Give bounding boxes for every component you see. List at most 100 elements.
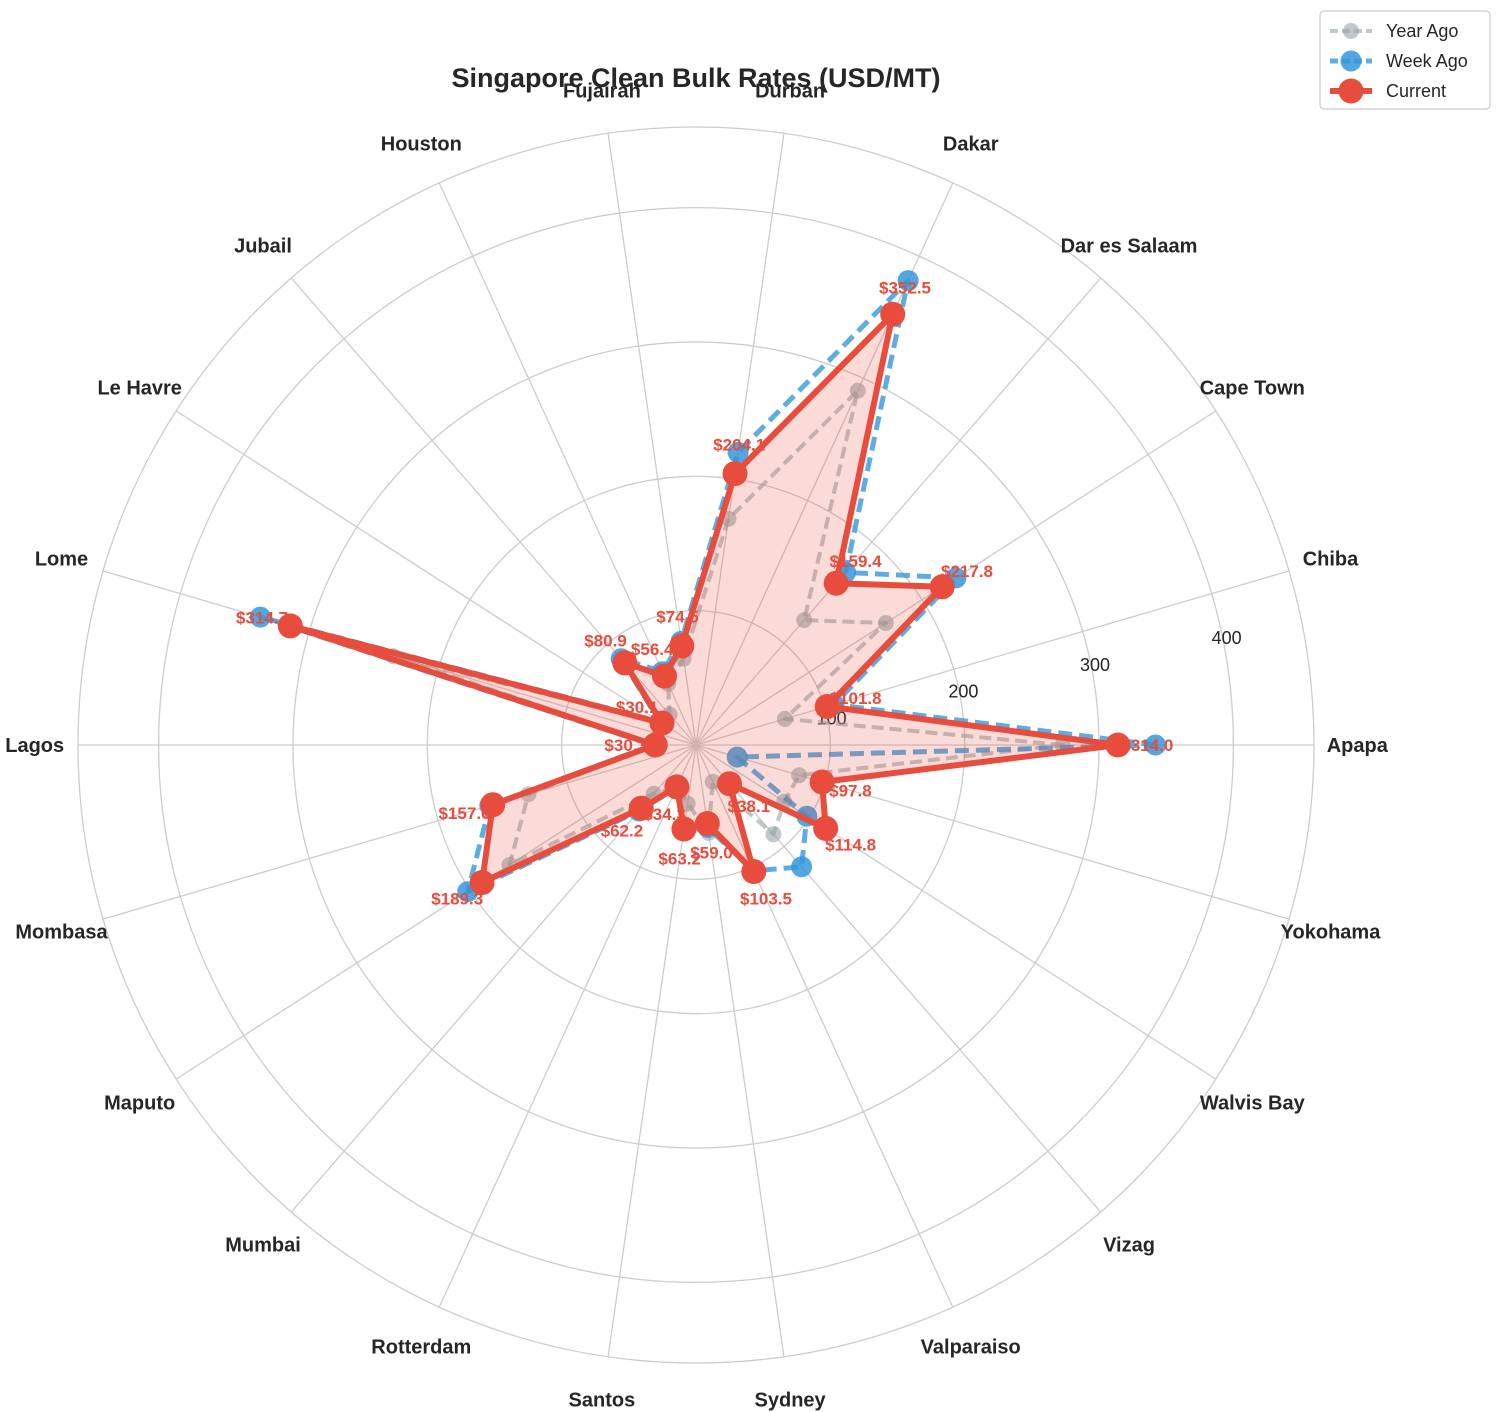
data-point-current-dar-es-salaam [823,570,849,596]
radar-series [249,270,1166,903]
data-label-dakar: $352.5 [879,278,931,297]
data-label-santos: $63.2 [658,849,701,868]
category-label-lome: Lome [35,549,88,571]
data-point-year-ago-dar-es-salaam [796,612,813,629]
data-point-current-maputo [469,870,495,895]
category-label-chiba: Chiba [1303,549,1359,571]
data-point-current-yokohama [809,769,835,795]
data-point-current-cape-town [929,574,955,600]
data-label-rotterdam: $34.3 [643,805,686,824]
legend-label: Year Ago [1386,21,1458,41]
data-label-jubail: $80.9 [584,632,627,651]
data-label-lome: $314.7 [236,609,288,628]
category-label-rotterdam: Rotterdam [371,1337,471,1359]
data-point-week-ago-dakar [897,270,919,292]
data-point-current-rotterdam [664,774,690,800]
data-label-durban: $204.1 [713,435,765,454]
series-current [277,301,1131,895]
data-point-current-mombasa [480,792,506,818]
spoke-chiba [695,570,1290,746]
category-label-cape-town: Cape Town [1200,378,1305,400]
data-point-year-ago-santos [679,795,696,812]
data-point-current-lome [277,613,303,639]
data-point-year-ago-yokohama [791,767,808,784]
category-label-yokohama: Yokohama [1281,921,1382,943]
data-label-fujairah: $74.5 [656,608,699,627]
series-line-week-ago [257,278,1158,895]
spoke-sydney [695,744,785,1357]
data-point-year-ago-valparaiso [704,773,721,790]
legend-marker [1338,78,1364,104]
data-label-houston: $56.4 [631,640,674,659]
data-label-le-havre: $30.1 [616,698,659,717]
data-point-current-mumbai [628,795,654,821]
data-point-current-sydney [694,811,720,836]
spoke-maputo [175,744,697,1080]
data-labels: $314.0 $101.8 $217.8 $159.4 $352.5 $204.1 $74.… [236,278,1173,908]
category-label-maputo: Maputo [104,1093,175,1115]
category-label-santos: Santos [569,1390,636,1412]
data-label-mombasa: $157.6 [439,804,491,823]
data-point-current-santos [671,816,697,842]
category-label-lagos: Lagos [5,735,64,757]
legend-item-current: Current [1330,78,1446,104]
data-point-current-valparaiso [741,859,767,884]
data-point-year-ago-cape-town [877,615,894,631]
data-label-chiba: $101.8 [830,689,882,708]
category-label-le-havre: Le Havre [97,378,182,400]
data-label-apapa: $314.0 [1121,736,1173,755]
spoke-durban [695,133,785,746]
category-label-fujairah: Fujairah [563,81,641,103]
data-point-year-ago-dakar [849,382,866,399]
legend-marker [1343,23,1359,39]
spoke-le-havre [175,410,697,746]
legend-item-week-ago: Week Ago [1330,50,1468,72]
category-label-jubail: Jubail [234,235,292,257]
data-point-current-le-havre [649,710,675,736]
category-label-houston: Houston [381,134,462,156]
series-area-current [290,314,1118,883]
category-label-vizag: Vizag [1103,1235,1155,1257]
data-point-current-dakar [880,301,906,327]
category-labels: Apapa Chiba Cape Town Dar es Salaam Dakar Dur… [5,81,1388,1412]
data-label-dar-es-salaam: $159.4 [830,552,883,571]
data-label-mumbai: $62.2 [601,822,644,841]
radar-grid: 100200300400 [77,126,1315,1364]
category-label-mombasa: Mombasa [15,921,108,943]
data-label-vizag: $38.1 [728,797,771,816]
spoke-dar-es-salaam [695,277,1102,746]
legend-item-year-ago: Year Ago [1330,21,1458,41]
category-label-valparaiso: Valparaiso [921,1337,1021,1359]
data-label-yokohama: $97.8 [829,781,872,800]
data-point-current-vizag [717,771,742,797]
spoke-mombasa [102,744,697,920]
data-point-week-ago-lome [249,606,271,628]
category-label-dar-es-salaam: Dar es Salaam [1061,235,1198,257]
data-label-valparaiso: $103.5 [740,889,792,908]
data-label-lagos: $30.3 [604,736,647,755]
data-point-year-ago-vizag [765,826,782,843]
spoke-mumbai [290,744,697,1213]
data-point-current-jubail [612,650,638,676]
data-label-sydney: $59.0 [690,844,733,863]
category-label-durban: Durban [755,81,825,103]
legend: Year Ago Week Ago Current [1319,10,1491,110]
data-point-current-chiba [814,694,840,719]
data-point-current-lagos [642,732,668,758]
data-point-week-ago-yokohama [726,746,748,768]
radial-tick-label: 300 [1080,655,1110,675]
data-point-current-fujairah [669,633,695,659]
data-point-week-ago-apapa [1145,734,1166,756]
category-label-dakar: Dakar [943,134,999,156]
data-label-walvis-bay: $114.8 [825,835,876,854]
legend-label: Current [1386,81,1446,101]
data-label-maputo: $189.3 [431,890,483,909]
category-label-walvis-bay: Walvis Bay [1200,1093,1306,1115]
data-label-cape-town: $217.8 [941,562,993,581]
legend-marker [1340,50,1362,72]
data-point-week-ago-durban [727,441,749,463]
spoke-rotterdam [438,744,697,1308]
data-point-year-ago-chiba [776,710,793,727]
spoke-valparaiso [695,744,954,1308]
